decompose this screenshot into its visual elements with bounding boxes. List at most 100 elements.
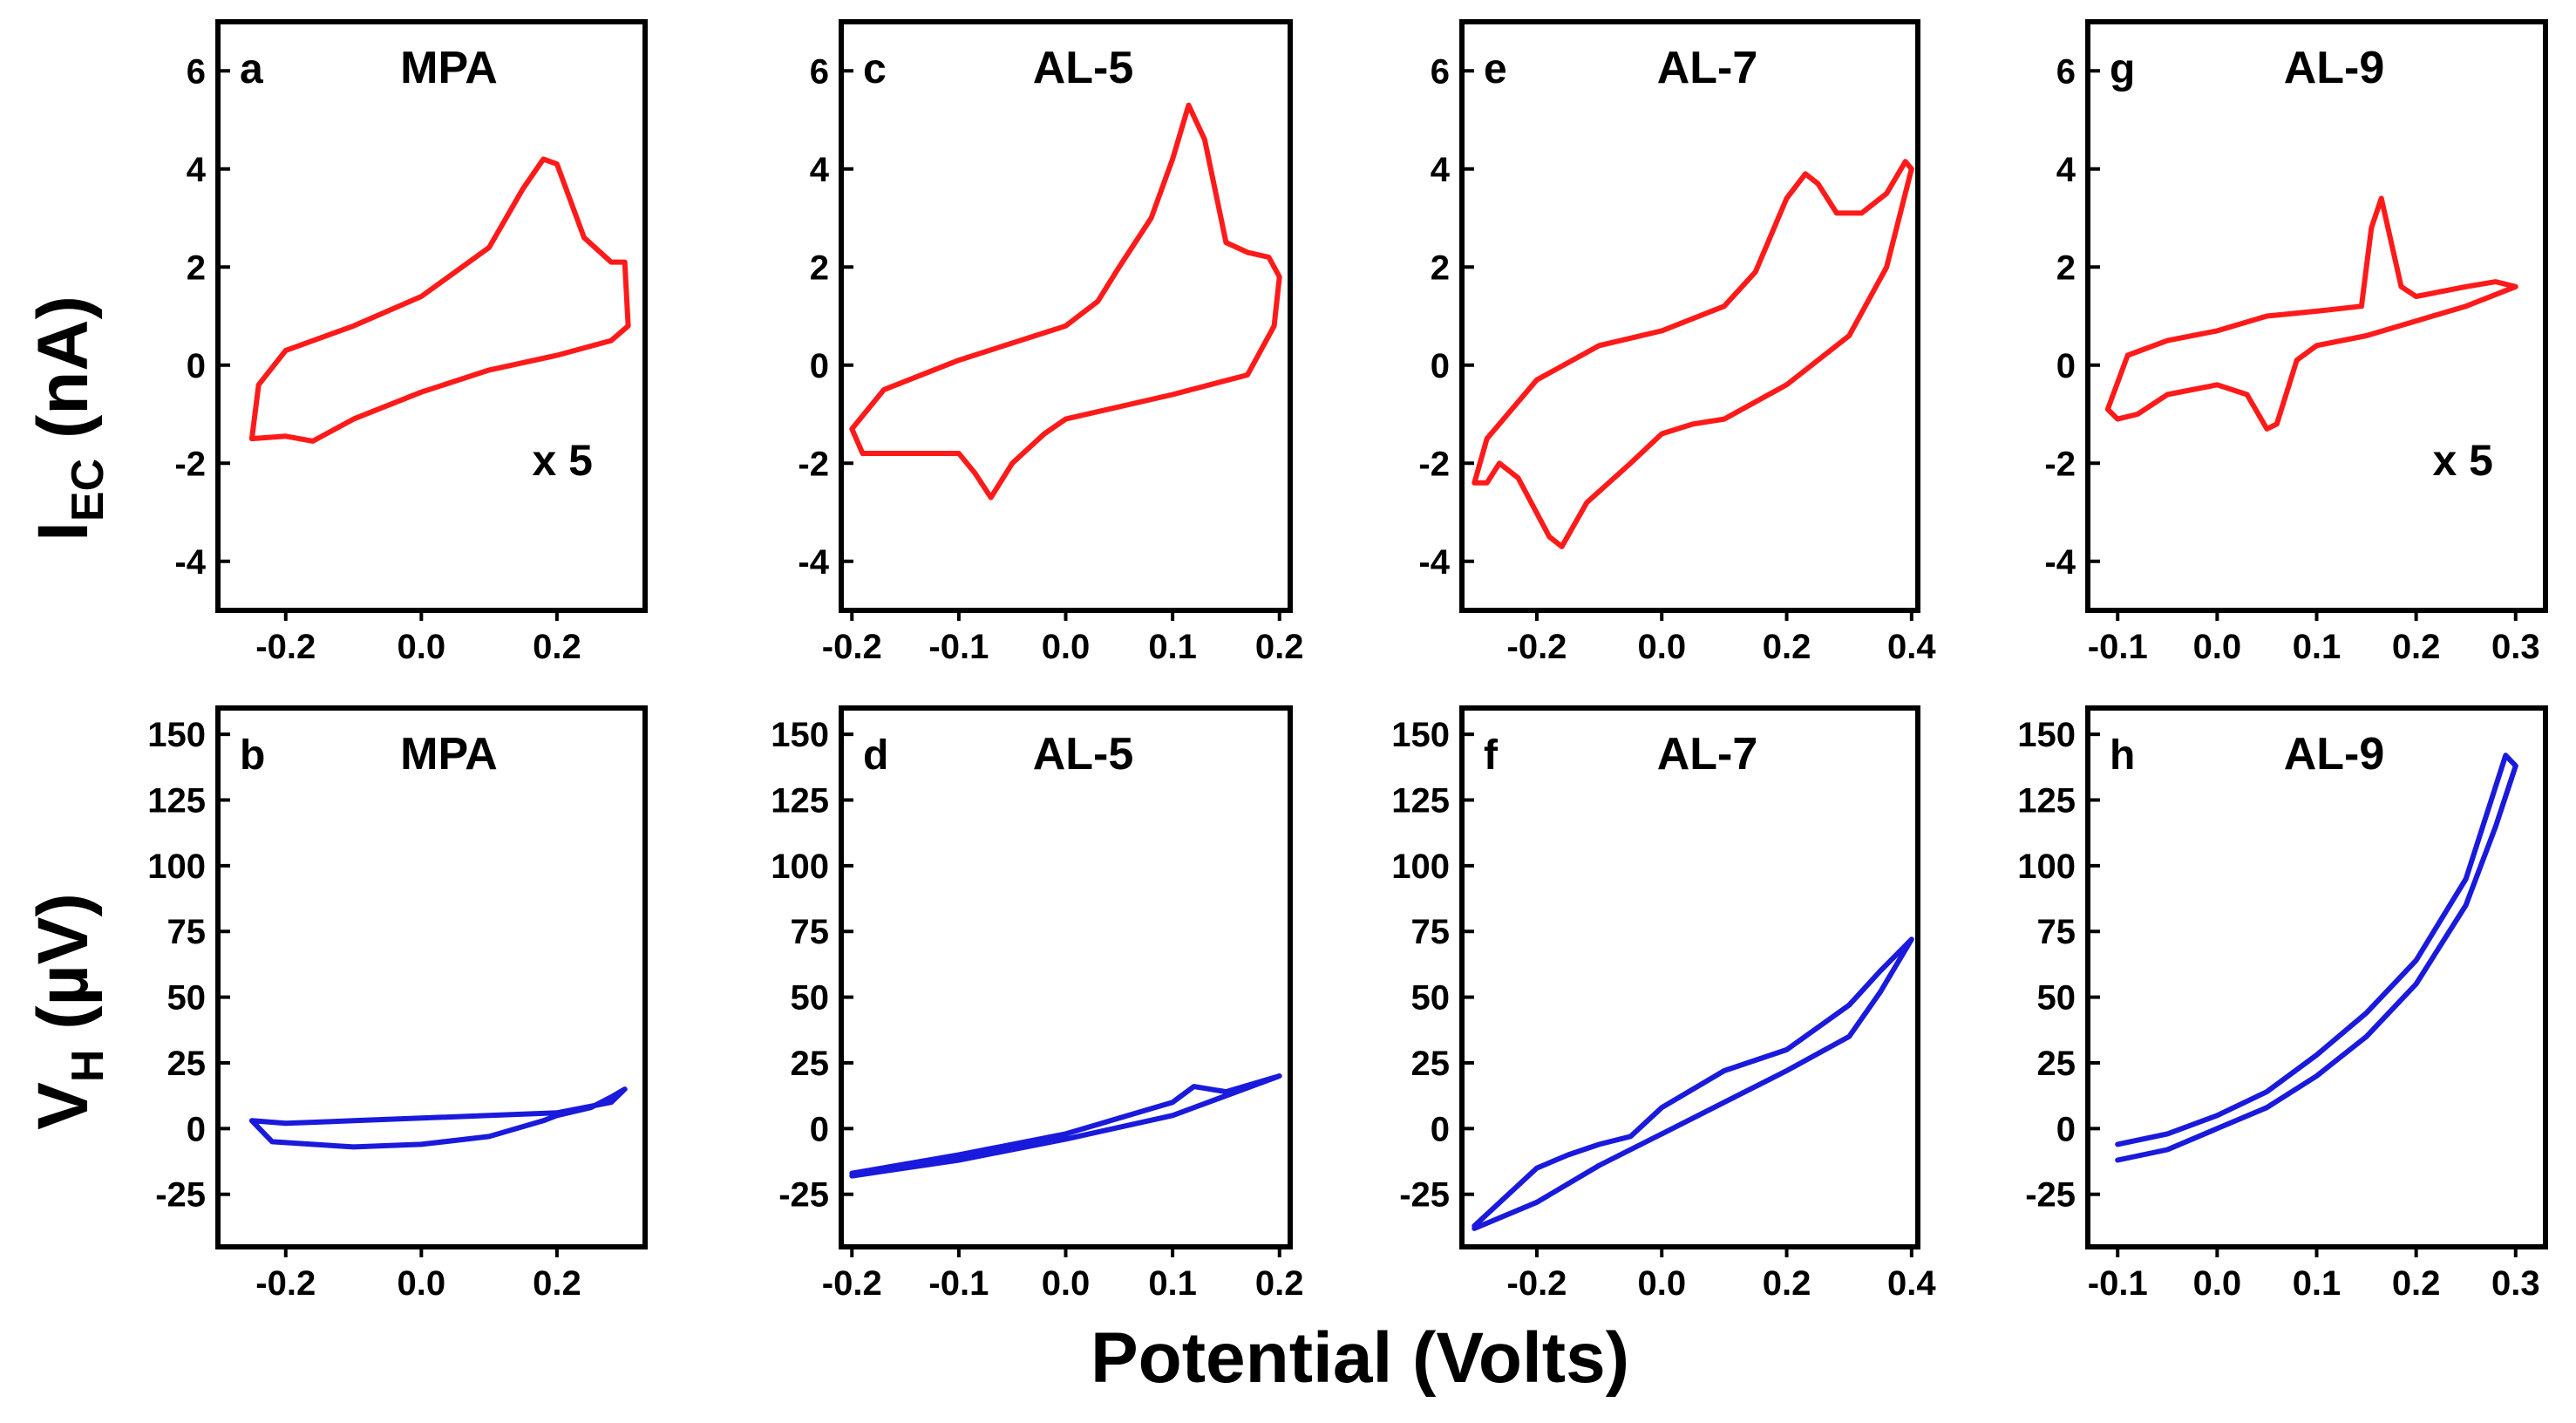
panel-f-ytick-label: 25 — [1411, 1045, 1451, 1083]
panel-d-ytick-label: 0 — [810, 1110, 829, 1148]
panel-f-ytick-label: 125 — [1391, 782, 1450, 820]
panel-c-letter: c — [863, 46, 887, 92]
panel-f-ytick-label: 50 — [1411, 979, 1451, 1018]
panel-e-ytick-label: 4 — [1431, 151, 1451, 189]
panel-c-ytick-label: 6 — [810, 52, 829, 91]
panel-h-frame — [2085, 705, 2548, 1249]
panel-a-frame — [215, 19, 648, 613]
panel-e-ytick-label: -2 — [1418, 445, 1450, 483]
panel-d-xtick-label: 0.0 — [1042, 1264, 1091, 1303]
panel-f-frame — [1459, 705, 1920, 1249]
panel-d-series-line — [849, 1073, 1282, 1179]
panel-f-series-line — [1472, 936, 1914, 1231]
panel-g-xtick-label: 0.2 — [2392, 628, 2441, 666]
panel-g-xtick-label: 0.3 — [2491, 628, 2540, 666]
panel-g-scale-note: x 5 — [2432, 436, 2493, 485]
panel-b-ytick-label: 150 — [147, 716, 206, 754]
panel-f-xtick-label: -0.2 — [1507, 1264, 1567, 1303]
panel-c-ytick-label: -4 — [798, 543, 829, 582]
panel-f-xtick-label: 0.0 — [1637, 1264, 1686, 1303]
panel-d-title: AL-5 — [1033, 729, 1134, 780]
panel-c-xtick-label: 0.1 — [1148, 628, 1197, 666]
panel-d: 150 125 100 75 50 25 0 -25 -0.2 -0.1 0.0 0.1 0.2 d AL-… — [771, 705, 1304, 1303]
panel-b-ytick-label: 0 — [187, 1110, 206, 1148]
panel-h-ytick-label: 75 — [2037, 913, 2076, 951]
panel-h-xtick-label: 0.2 — [2392, 1264, 2441, 1303]
panel-e-xtick-label: 0.2 — [1763, 628, 1811, 666]
panel-c-ytick-label: -2 — [798, 445, 829, 483]
panel-h-xtick-label: -0.1 — [2088, 1264, 2148, 1303]
panel-d-letter: d — [863, 732, 888, 779]
panel-d-xtick-label: 0.2 — [1255, 1264, 1304, 1303]
panel-f-xtick-label: 0.4 — [1887, 1264, 1936, 1303]
panel-g-ytick-label: -4 — [2044, 543, 2076, 582]
panel-g-ytick-label: 0 — [2056, 347, 2076, 385]
panel-c-ytick-label: 2 — [810, 249, 829, 287]
panel-a-ytick-label: 2 — [187, 249, 206, 287]
panel-e-ytick-label: 0 — [1431, 347, 1450, 385]
panel-e-ytick-label: 2 — [1431, 249, 1450, 287]
panel-g-ytick-label: 6 — [2056, 52, 2076, 91]
panel-a-ytick-label: 0 — [187, 347, 206, 385]
panel-b-ytick-label: 75 — [167, 913, 207, 951]
ylabel-bottom: VH (µV) — [24, 893, 113, 1130]
panel-d-xtick-label: 0.1 — [1148, 1264, 1197, 1303]
panel-g-letter: g — [2110, 46, 2135, 92]
panel-a: 6 4 2 0 -2 -4 -0.2 0.0 0.2 a MPA x 5 — [174, 19, 648, 666]
panel-b-ytick-label: 125 — [147, 782, 206, 820]
xlabel: Potential (Volts) — [1091, 1318, 1629, 1398]
panel-f-ytick-label: 150 — [1391, 716, 1450, 754]
panel-d-ytick-label: -25 — [778, 1176, 829, 1215]
panel-a-ytick-label: 6 — [187, 52, 206, 91]
panel-b-letter: b — [240, 732, 265, 779]
panel-h-ytick-label: 0 — [2056, 1110, 2076, 1148]
panel-e-series-line — [1472, 159, 1914, 549]
panel-e: 6 4 2 0 -2 -4 -0.2 0.0 0.2 0.4 e AL-7 — [1418, 19, 1936, 666]
panel-f-letter: f — [1484, 732, 1499, 779]
panel-a-letter: a — [240, 46, 263, 92]
panel-d-ytick-label: 25 — [791, 1045, 830, 1083]
panel-a-xtick-label: 0.0 — [398, 628, 446, 666]
panel-a-ytick-label: -4 — [174, 543, 206, 582]
panel-a-scale-note: x 5 — [532, 436, 593, 485]
panel-d-ytick-label: 150 — [771, 716, 829, 754]
panel-h-ytick-label: 25 — [2037, 1045, 2076, 1083]
panel-f-ytick-label: 0 — [1431, 1110, 1450, 1148]
panel-d-ytick-label: 125 — [771, 782, 829, 820]
panel-b-ytick-label: 50 — [167, 979, 207, 1018]
panel-c-xtick-label: 0.0 — [1042, 628, 1091, 666]
panel-e-frame — [1459, 19, 1920, 613]
panel-c-xtick-label: -0.1 — [928, 628, 989, 666]
panel-e-xtick-label: 0.4 — [1887, 628, 1936, 666]
panel-c: 6 4 2 0 -2 -4 -0.2 -0.1 0.0 0.1 0.2 c AL-5 — [798, 19, 1304, 666]
panel-b-ytick-label: 100 — [147, 848, 206, 886]
panel-f-title: AL-7 — [1657, 729, 1758, 780]
panel-a-xtick-label: 0.2 — [533, 628, 581, 666]
panel-f-ytick-label: 75 — [1411, 913, 1451, 951]
panel-g-ytick-label: -2 — [2044, 445, 2076, 483]
panel-g-xtick-label: -0.1 — [2088, 628, 2148, 666]
panel-b-frame — [215, 705, 648, 1249]
panel-g-xtick-label: 0.1 — [2293, 628, 2342, 666]
panel-e-ytick-label: -4 — [1418, 543, 1450, 582]
panel-d-xtick-label: -0.1 — [928, 1264, 989, 1303]
panel-h-ytick-label: -25 — [2025, 1176, 2076, 1215]
panel-h: 150 125 100 75 50 25 0 -25 -0.1 0.0 0.1 0.2 0.3 h AL-9 — [2017, 705, 2548, 1303]
panel-h-series-line — [2115, 752, 2518, 1163]
panel-g-title: AL-9 — [2284, 43, 2385, 93]
panel-g-ytick-label: 4 — [2056, 151, 2076, 189]
panel-d-xtick-label: -0.2 — [822, 1264, 882, 1303]
panel-a-series-line — [248, 156, 631, 444]
panel-f-ytick-label: -25 — [1399, 1176, 1450, 1215]
panel-h-title: AL-9 — [2284, 729, 2385, 780]
panel-h-ytick-label: 150 — [2017, 716, 2076, 754]
panel-d-ytick-label: 100 — [771, 848, 829, 886]
panel-d-ytick-label: 75 — [791, 913, 830, 951]
panel-c-title: AL-5 — [1033, 43, 1134, 93]
panel-a-ytick-label: 4 — [187, 151, 207, 189]
panel-h-ytick-label: 100 — [2017, 848, 2076, 886]
panel-h-letter: h — [2110, 732, 2135, 779]
panel-d-ytick-label: 50 — [791, 979, 830, 1018]
